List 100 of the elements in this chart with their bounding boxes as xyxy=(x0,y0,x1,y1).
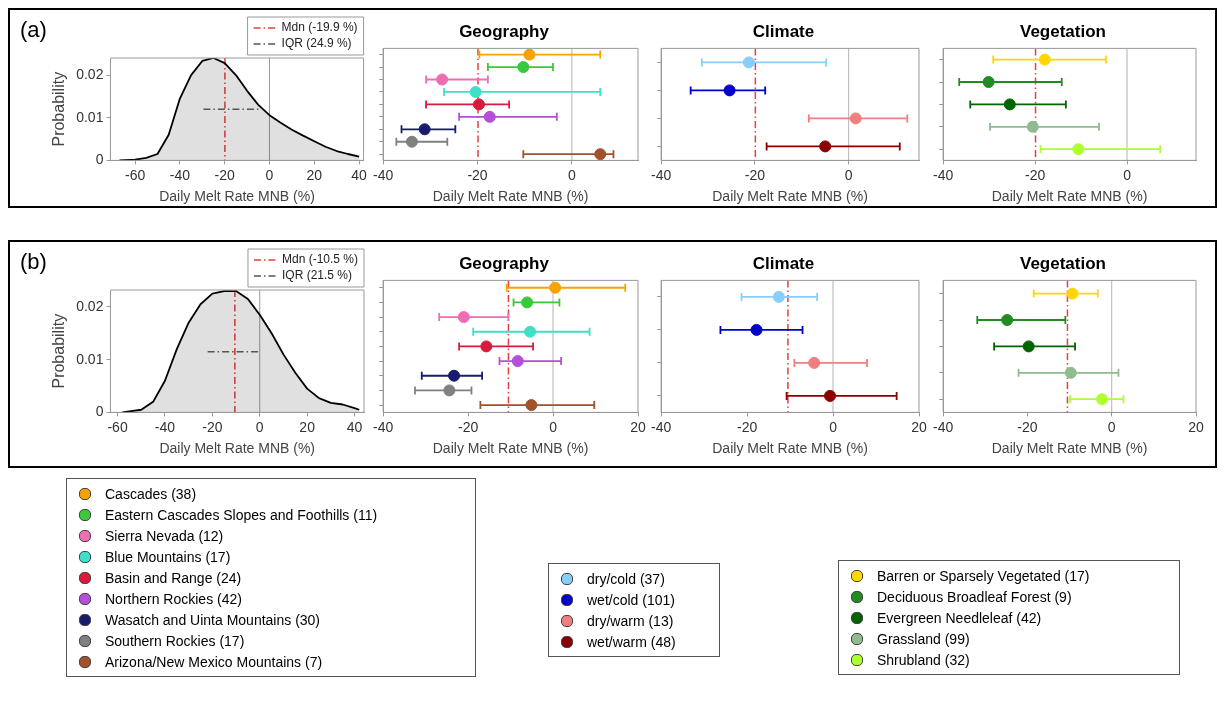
point xyxy=(808,356,821,369)
point xyxy=(523,48,536,61)
point xyxy=(457,311,470,324)
x-tick-label: -20 xyxy=(1017,418,1038,435)
chart-title: Vegetation xyxy=(1020,21,1106,41)
x-tick-label: 40 xyxy=(346,418,363,435)
point xyxy=(1064,366,1077,379)
legend-label: Arizona/New Mexico Mountains (7) xyxy=(105,653,323,670)
legend-label: Shrubland (32) xyxy=(877,651,970,668)
x-tick-label: 20 xyxy=(306,166,323,183)
y-tick-label: 0.02 xyxy=(76,65,104,82)
x-tick-label: -40 xyxy=(651,166,672,183)
x-tick-label: 0 xyxy=(1123,166,1132,183)
point xyxy=(483,110,496,123)
legend-label: Northern Rockies (42) xyxy=(105,590,242,607)
point xyxy=(824,389,837,402)
point xyxy=(517,61,530,74)
point xyxy=(480,340,493,353)
x-tick-label: -20 xyxy=(1024,166,1046,183)
point xyxy=(819,140,832,153)
point xyxy=(1026,120,1039,133)
legend-label: Barren or Sparsely Vegetated (17) xyxy=(877,567,1090,584)
legend-label: Grassland (99) xyxy=(877,630,970,647)
x-tick-label: 0 xyxy=(568,166,577,183)
x-axis-title: Daily Melt Rate MNB (%) xyxy=(991,440,1148,457)
x-axis-title: Daily Melt Rate MNB (%) xyxy=(991,188,1148,205)
x-tick-label: 40 xyxy=(351,166,368,183)
point xyxy=(472,98,485,111)
x-tick-label: -40 xyxy=(154,418,176,435)
point xyxy=(1022,340,1035,353)
x-tick-label: -40 xyxy=(651,418,672,435)
legend-label: Wasatch and Uinta Mountains (30) xyxy=(105,611,321,628)
point xyxy=(1038,53,1051,66)
chart-title: Climate xyxy=(752,253,815,273)
legend-label: Cascades (38) xyxy=(105,485,197,502)
point xyxy=(1003,98,1016,111)
text: (a) xyxy=(20,17,47,43)
point xyxy=(982,76,995,88)
y-axis-title: Probability xyxy=(50,313,68,389)
x-tick-label: -20 xyxy=(744,166,766,183)
point xyxy=(594,148,607,161)
x-tick-label: 20 xyxy=(630,418,646,435)
y-tick-label: 0 xyxy=(95,403,104,420)
point xyxy=(443,384,456,397)
x-tick-label: -40 xyxy=(373,418,394,435)
point xyxy=(436,73,449,86)
x-axis-title: Daily Melt Rate MNB (%) xyxy=(432,440,589,457)
point xyxy=(750,323,763,336)
x-tick-label: -20 xyxy=(457,418,479,435)
x-tick-label: 0 xyxy=(829,418,838,435)
y-tick-label: 0.01 xyxy=(76,108,104,125)
x-tick-label: -40 xyxy=(373,166,394,183)
x-axis-title: Daily Melt Rate MNB (%) xyxy=(159,440,316,457)
point xyxy=(723,84,736,97)
x-tick-label: -20 xyxy=(214,166,236,183)
point xyxy=(469,85,482,98)
legend-label: dry/cold (37) xyxy=(587,570,665,587)
point xyxy=(524,325,537,338)
x-tick-label: -60 xyxy=(107,418,128,435)
y-tick-label: 0.01 xyxy=(76,350,104,367)
legend-label: Eastern Cascades Slopes and Foothills (11) xyxy=(105,506,378,523)
x-axis-title: Daily Melt Rate MNB (%) xyxy=(432,188,589,205)
x-tick-label: -20 xyxy=(736,418,758,435)
legend-label: wet/warm (48) xyxy=(587,633,676,650)
x-tick-label: -60 xyxy=(124,166,146,183)
legend-label: Evergreen Needleleaf (42) xyxy=(877,609,1042,626)
x-axis-title: Daily Melt Rate MNB (%) xyxy=(712,440,868,457)
chart-title: Climate xyxy=(752,21,815,41)
legend-label: Blue Mountains (17) xyxy=(105,548,231,565)
legend-label: Deciduous Broadleaf Forest (9) xyxy=(877,588,1072,605)
x-tick-label: 0 xyxy=(1107,418,1116,435)
legend-label: Sierra Nevada (12) xyxy=(105,527,224,544)
x-tick-label: 0 xyxy=(265,166,274,183)
x-tick-label: -20 xyxy=(202,418,223,435)
point xyxy=(1066,287,1079,300)
legend-label: Basin and Range (24) xyxy=(105,569,242,586)
text: (b) xyxy=(20,249,47,275)
x-tick-label: -40 xyxy=(169,166,191,183)
point xyxy=(772,290,785,303)
x-tick-label: 20 xyxy=(911,418,927,435)
legend-label: dry/warm (13) xyxy=(587,612,674,629)
point xyxy=(1072,143,1085,156)
legend-label: IQR (24.9 %) xyxy=(281,36,352,51)
x-axis-title: Daily Melt Rate MNB (%) xyxy=(712,188,868,205)
x-tick-label: 0 xyxy=(255,418,264,435)
y-tick-label: 0.02 xyxy=(76,297,104,314)
point xyxy=(405,135,418,148)
chart-title: Geography xyxy=(459,253,550,273)
legend-label: IQR (21.5 %) xyxy=(281,268,353,283)
legend-label: Southern Rockies (17) xyxy=(105,632,245,649)
legend-label: Mdn (-10.5 %) xyxy=(281,252,359,267)
point xyxy=(1001,314,1014,326)
x-tick-label: 0 xyxy=(844,166,853,183)
y-tick-label: 0 xyxy=(95,151,104,168)
chart-title: Geography xyxy=(459,21,550,41)
x-tick-label: 20 xyxy=(299,418,316,435)
point xyxy=(1096,393,1109,406)
y-axis-title: Probability xyxy=(50,71,68,147)
x-tick-label: 0 xyxy=(549,418,558,435)
point xyxy=(742,56,755,69)
